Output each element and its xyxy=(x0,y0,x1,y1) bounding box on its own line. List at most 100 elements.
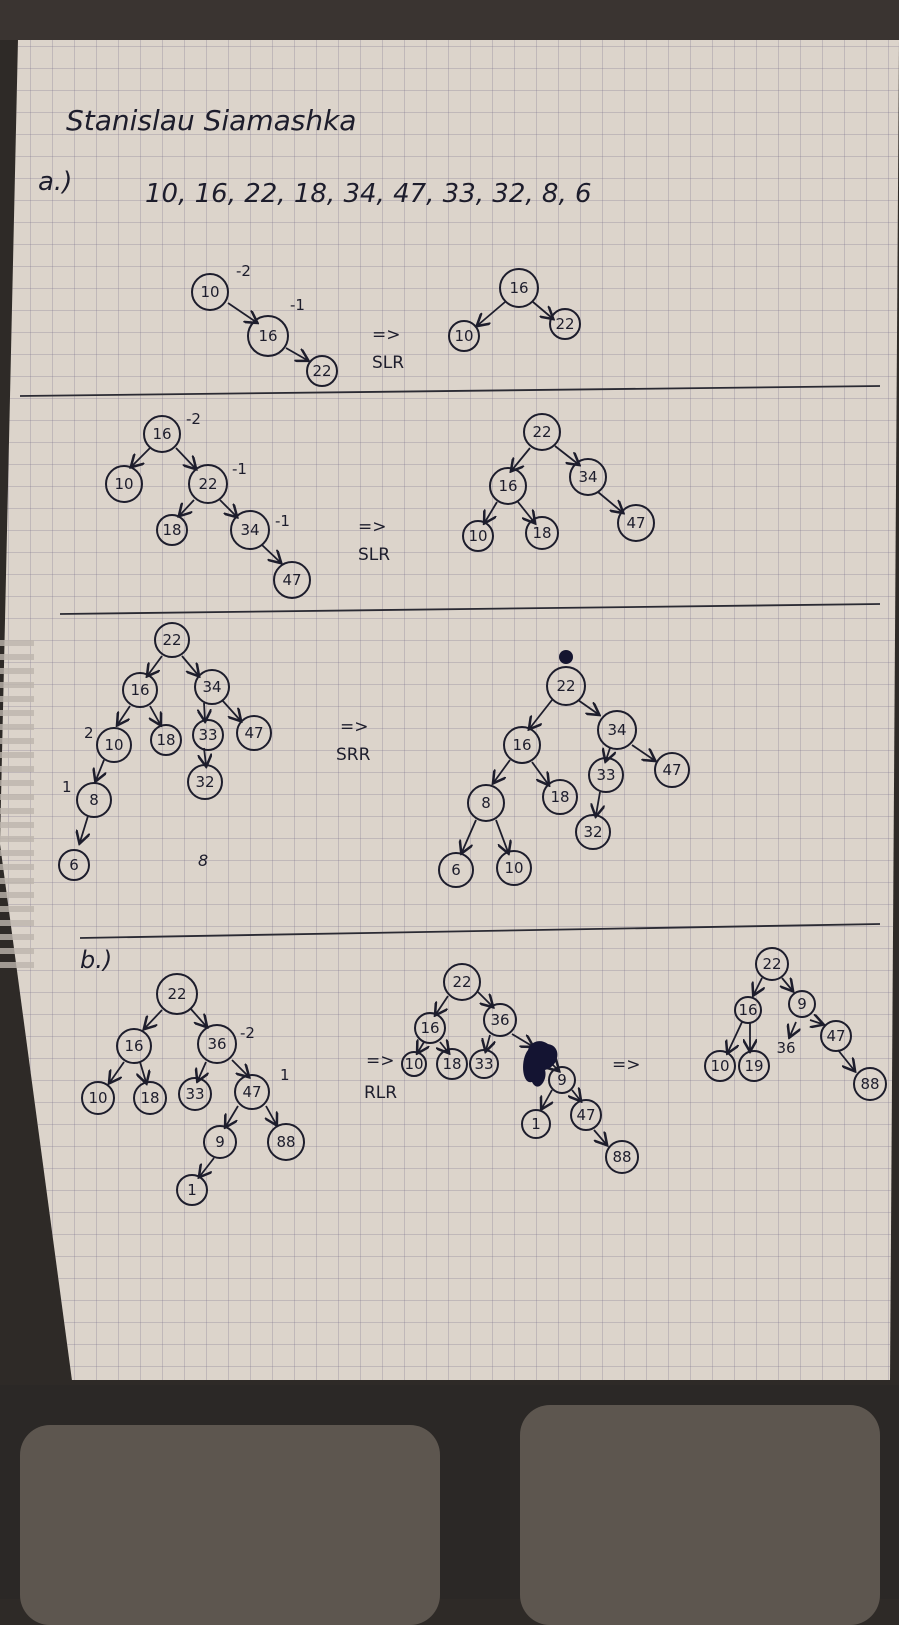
transform-arrow: => xyxy=(366,1051,395,1071)
tree-node: 16 xyxy=(734,996,762,1024)
svg-text:16: 16 xyxy=(124,1037,143,1055)
balance-factor: -1 xyxy=(290,296,305,314)
tree-node: 10 xyxy=(81,1081,115,1115)
ink-blot xyxy=(523,1041,558,1087)
tree-node: 47 xyxy=(273,561,311,599)
tree-node: 10 xyxy=(496,850,532,886)
svg-text:16: 16 xyxy=(130,681,149,699)
scene-b: b.) 22 16 36 -2 10 18 33 47 1 9 88 1 => … xyxy=(80,946,887,1206)
svg-text:19: 19 xyxy=(744,1057,763,1075)
svg-text:33: 33 xyxy=(198,726,217,744)
tree-node: 16 xyxy=(503,726,541,764)
balance-factor: -2 xyxy=(186,410,201,428)
tree-node: 22 xyxy=(443,963,481,1001)
tree-node: 47 xyxy=(236,715,272,751)
svg-text:88: 88 xyxy=(612,1148,631,1166)
svg-text:32: 32 xyxy=(583,823,602,841)
svg-text:1: 1 xyxy=(531,1115,541,1133)
tree-node: 33 xyxy=(192,719,224,751)
tree-node: 16 xyxy=(489,467,527,505)
svg-text:6: 6 xyxy=(451,861,461,879)
section-divider xyxy=(19,385,881,397)
tree-node: 16 xyxy=(247,315,289,357)
svg-text:9: 9 xyxy=(557,1071,567,1089)
scene-a2: 16 -2 10 22 -1 18 34 -1 47 => SLR 22 16 … xyxy=(105,410,655,599)
tree-node: 18 xyxy=(525,516,559,550)
svg-text:9: 9 xyxy=(215,1133,225,1151)
svg-text:22: 22 xyxy=(762,955,781,973)
tree-node: 9 xyxy=(788,990,816,1018)
tree-node: 8 xyxy=(467,784,505,822)
balance-factor: -1 xyxy=(275,512,290,530)
tree-node: 9 xyxy=(548,1066,576,1094)
svg-text:10: 10 xyxy=(710,1057,729,1075)
svg-text:22: 22 xyxy=(555,315,574,333)
tree-node: 34 xyxy=(194,669,230,705)
svg-text:47: 47 xyxy=(662,761,681,779)
tree-node: 18 xyxy=(542,779,578,815)
svg-text:22: 22 xyxy=(532,423,551,441)
tree-node: 22 xyxy=(523,413,561,451)
svg-text:34: 34 xyxy=(607,721,626,739)
part-b-label: b.) xyxy=(80,946,112,974)
tree-node: 10 xyxy=(96,727,132,763)
tree-node: 16 xyxy=(122,672,158,708)
svg-text:10: 10 xyxy=(504,859,523,877)
tree-node-label: 36 xyxy=(776,1039,795,1057)
tree-node: 32 xyxy=(187,764,223,800)
svg-text:47: 47 xyxy=(244,724,263,742)
insertion-sequence: 10, 16, 22, 18, 34, 47, 33, 32, 8, 6 xyxy=(145,179,592,209)
svg-text:16: 16 xyxy=(152,425,171,443)
tree-node: 18 xyxy=(133,1081,167,1115)
svg-text:33: 33 xyxy=(596,766,615,784)
section-divider xyxy=(59,603,881,615)
tree-node: 1 xyxy=(176,1174,208,1206)
svg-text:10: 10 xyxy=(454,327,473,345)
tree-node: 47 xyxy=(820,1020,852,1052)
tree-node: 18 xyxy=(156,514,188,546)
tree-node: 34 xyxy=(569,458,607,496)
tree-node: 18 xyxy=(150,724,182,756)
svg-text:18: 18 xyxy=(140,1089,159,1107)
svg-text:34: 34 xyxy=(578,468,597,486)
ink-blot xyxy=(559,650,573,664)
tree-node: 6 xyxy=(58,849,90,881)
rotation-label: SLR xyxy=(358,545,390,565)
tree-node: 47 xyxy=(570,1099,602,1131)
tree-node: 22 xyxy=(156,973,198,1015)
balance-factor: -1 xyxy=(232,460,247,478)
tree-node: 10 xyxy=(448,320,480,352)
tree-node: 34 xyxy=(597,710,637,750)
svg-text:9: 9 xyxy=(797,995,807,1013)
svg-text:18: 18 xyxy=(550,788,569,806)
tree-node: 16 xyxy=(499,268,539,308)
svg-text:88: 88 xyxy=(276,1133,295,1151)
svg-text:22: 22 xyxy=(162,631,181,649)
tree-node: 22 xyxy=(188,464,228,504)
tree-node: 16 xyxy=(143,415,181,453)
fabric-shape xyxy=(20,1425,440,1625)
tree-node: 22 xyxy=(755,947,789,981)
svg-text:1: 1 xyxy=(187,1181,197,1199)
svg-text:22: 22 xyxy=(556,677,575,695)
svg-text:47: 47 xyxy=(282,571,301,589)
svg-text:47: 47 xyxy=(626,514,645,532)
tree-node: 9 xyxy=(203,1125,237,1159)
tree-node: 10 xyxy=(704,1050,736,1082)
svg-text:22: 22 xyxy=(167,985,186,1003)
svg-text:10: 10 xyxy=(468,527,487,545)
svg-text:10: 10 xyxy=(104,736,123,754)
tree-node: 19 xyxy=(738,1050,770,1082)
author-name: Stanislau Siamashka xyxy=(66,104,356,137)
tree-node: 8 xyxy=(76,782,112,818)
transform-arrow: => xyxy=(372,325,401,345)
svg-text:16: 16 xyxy=(509,279,528,297)
notebook-page xyxy=(0,40,899,1380)
tree-node: 88 xyxy=(605,1140,639,1174)
tree-node: 47 xyxy=(654,752,690,788)
tree-node: 22 xyxy=(546,666,586,706)
tree-node: 10 xyxy=(401,1051,427,1077)
svg-text:6: 6 xyxy=(69,856,79,874)
svg-text:10: 10 xyxy=(114,475,133,493)
